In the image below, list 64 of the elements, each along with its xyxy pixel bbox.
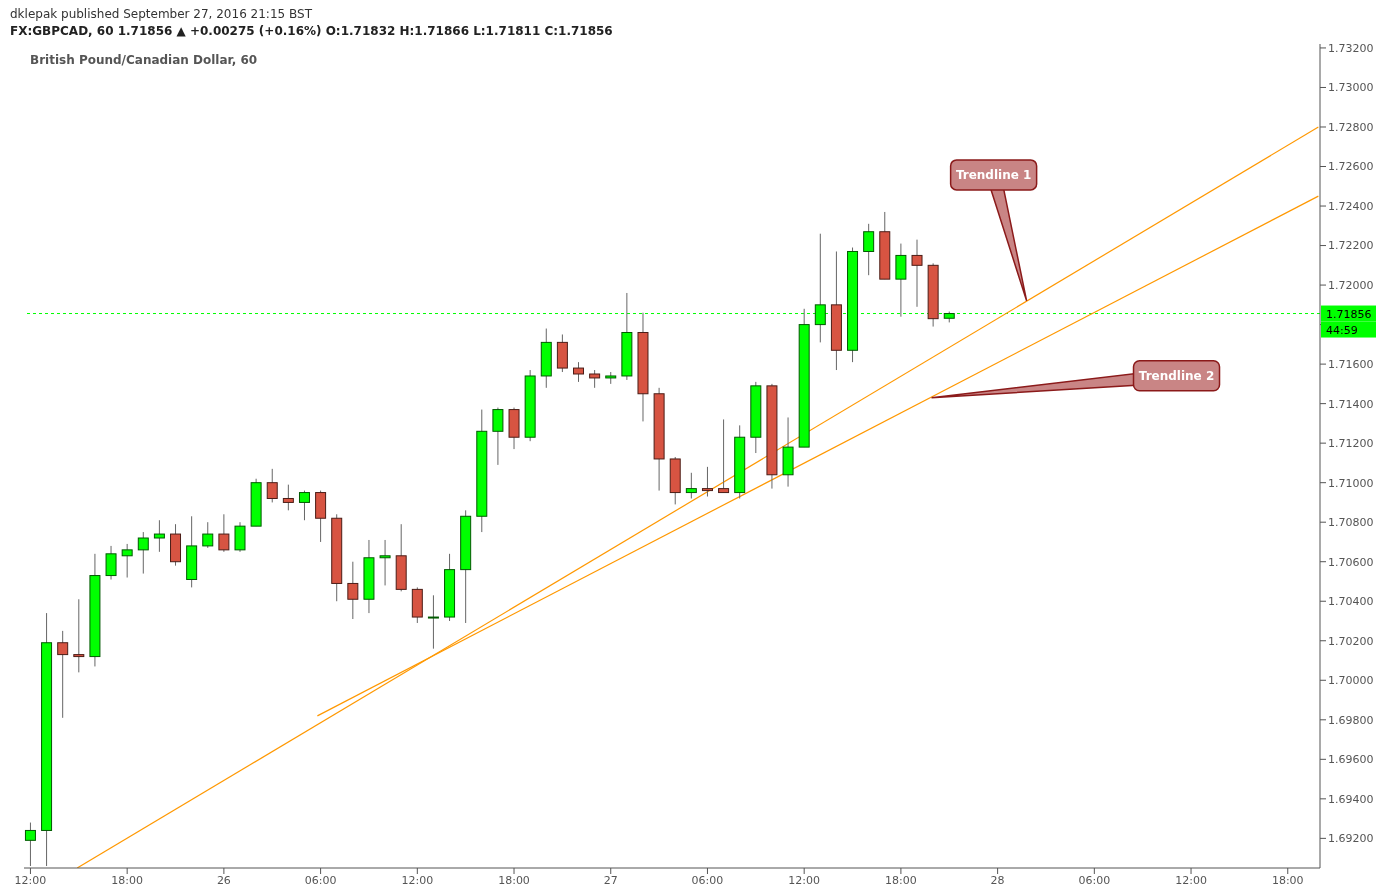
candlestick [137,531,149,575]
candlestick [202,521,214,549]
y-tick-label: 1.71000 [1328,476,1374,490]
y-tick-label: 1.70800 [1328,516,1374,530]
y-tick-label: 1.71400 [1328,397,1374,411]
candlestick [121,543,133,579]
annotation: Trendline 1 [955,167,1032,182]
x-tick-label: 06:00 [304,873,337,887]
candlestick [573,361,584,383]
y-tick-label: 1.72600 [1328,160,1374,174]
candlestick [298,490,310,521]
candlestick [153,519,165,553]
x-tick-label: 27 [603,873,618,887]
y-tick-label: 1.69600 [1328,753,1374,767]
candlestick [57,630,69,719]
x-tick-label: 18:00 [111,873,144,887]
x-tick-label: 26 [216,873,231,887]
candlestick [863,223,875,276]
candlestick [282,484,294,511]
annotation: Trendline 2 [1138,368,1215,383]
candlestick [218,513,230,553]
y-tick-label: 1.72200 [1328,239,1374,253]
y-tick-label: 1.73200 [1328,41,1374,55]
candlestick [234,521,246,553]
y-tick-label: 1.70600 [1328,555,1374,569]
chart-subtitle: FX:GBPCAD, 60 1.71856 ▲ +0.00275 (+0.16%) O:1.71832 H:1.71866 L:1.71811 C:1.71856 [10,24,613,38]
y-tick-label: 1.71600 [1328,358,1374,372]
candlestick [701,466,713,498]
x-tick-label: 12:00 [14,873,47,887]
candlestick [718,418,730,494]
x-tick-label: 12:00 [788,873,821,887]
candlestick [347,561,359,620]
y-tick-label: 1.72000 [1328,278,1374,292]
candlestick [492,407,504,466]
candlestick [379,539,391,586]
y-tick-label: 1.69800 [1328,713,1374,727]
ref-line-label: 1.71856 [1326,307,1372,321]
candlestick [685,472,697,499]
text: British Pound/Canadian Dollar, 60 [30,53,258,67]
text: dklepak published September 27, 2016 21:15 BST [10,7,313,21]
candlestick [911,239,923,308]
x-tick-label: 18:00 [885,873,917,887]
y-tick-label: 1.69200 [1328,832,1374,846]
x-tick-label: 06:00 [691,873,724,887]
x-tick-label: 12:00 [1175,873,1207,887]
text: 44:59 [1326,323,1358,337]
y-tick-label: 1.72400 [1328,199,1374,213]
y-tick-label: 1.72800 [1328,120,1374,134]
candlestick [266,468,278,503]
candlestick [24,822,36,867]
y-tick-label: 1.73000 [1328,81,1374,95]
y-tick-label: 1.71200 [1328,437,1374,451]
candlestick [73,598,85,673]
y-tick-label: 1.70000 [1328,674,1374,688]
y-tick-label: 1.70200 [1328,634,1374,648]
x-tick-label: 28 [990,873,1005,887]
x-tick-label: 18:00 [1271,873,1304,887]
candlestick [427,594,439,650]
candlestick [105,545,117,580]
x-tick-label: 12:00 [401,873,434,887]
x-tick-label: 06:00 [1078,873,1111,887]
y-tick-label: 1.70400 [1328,595,1374,609]
y-tick-label: 1.69400 [1328,792,1374,806]
x-tick-label: 18:00 [498,873,530,887]
